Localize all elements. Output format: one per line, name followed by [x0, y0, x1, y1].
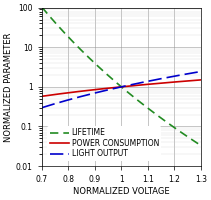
Y-axis label: NORMALIZED PARAMETER: NORMALIZED PARAMETER	[4, 32, 13, 142]
X-axis label: NORMALIZED VOLTAGE: NORMALIZED VOLTAGE	[73, 187, 170, 196]
Legend: LIFETIME, POWER CONSUMPTION, LIGHT OUTPUT: LIFETIME, POWER CONSUMPTION, LIGHT OUTPU…	[47, 126, 161, 161]
